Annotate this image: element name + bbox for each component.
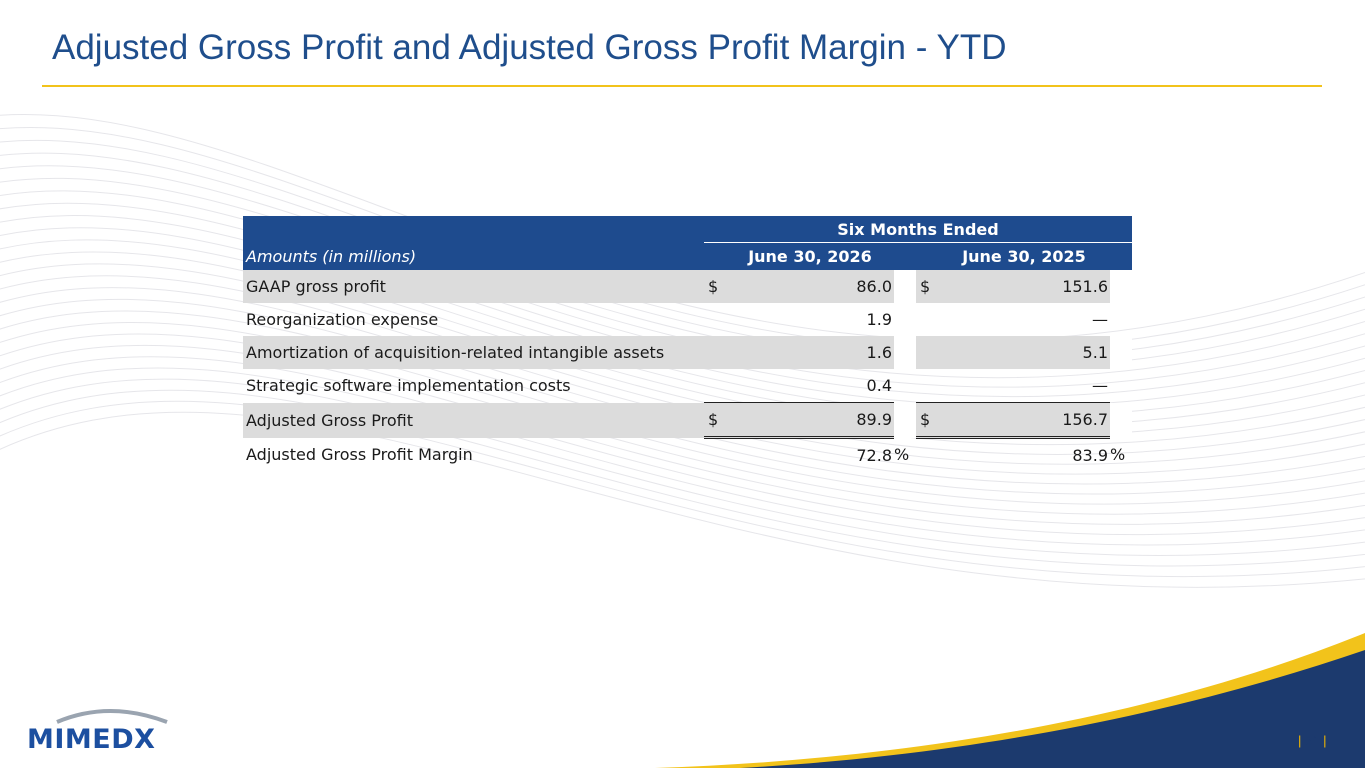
percent-sign (894, 402, 916, 438)
currency-symbol: $ (916, 270, 938, 303)
percent-sign: % (894, 445, 910, 465)
page-number-divider: | (1323, 733, 1327, 748)
company-logo: MIMEDX (27, 706, 187, 756)
logo-text: MIMEDX (27, 724, 156, 755)
value-2025: 5.1 (938, 336, 1110, 369)
value-2026: 89.9 (728, 402, 894, 439)
value-2026: 1.6 (728, 336, 894, 369)
background-wave-line (0, 411, 1365, 588)
value-2025: 156.7 (938, 402, 1110, 439)
table-header-row: Amounts (in millions) June 30, 2026 June… (243, 242, 1132, 270)
row-label: Amortization of acquisition-related inta… (243, 336, 704, 369)
row-label: Reorganization expense (246, 310, 439, 329)
background-wave-line (0, 177, 1365, 388)
percent-sign (1110, 402, 1132, 438)
column-header-2025: June 30, 2025 (916, 242, 1132, 270)
currency-symbol: $ (916, 402, 938, 439)
percent-sign (894, 336, 916, 369)
background-wave-line (0, 298, 1365, 485)
value-2026: 86.0 (728, 270, 894, 303)
row-label: GAAP gross profit (243, 270, 704, 303)
background-wave-line (0, 190, 1365, 397)
value-2025: — (1092, 310, 1108, 329)
page-number-divider: | (1298, 733, 1302, 748)
label-column-header: Amounts (in millions) (243, 242, 704, 270)
currency-symbol: $ (704, 270, 728, 303)
table-row: Adjusted Gross Profit $ 89.9 $ 156.7 (243, 402, 1132, 439)
column-group-header: Six Months Ended (704, 216, 1132, 243)
table-row: GAAP gross profit $ 86.0 $ 151.6 (243, 270, 1132, 303)
percent-sign (1110, 270, 1132, 303)
logo-arc-icon (56, 709, 168, 724)
table-row: Strategic software implementation costs … (243, 369, 1132, 403)
percent-sign (1110, 336, 1132, 369)
currency-symbol (916, 336, 938, 369)
value-2025: 83.9 (1072, 446, 1108, 465)
value-2025: — (1092, 376, 1108, 395)
row-label: Adjusted Gross Profit (243, 402, 704, 438)
background-wave-line (0, 389, 1365, 567)
currency-symbol: $ (704, 402, 728, 439)
row-label: Adjusted Gross Profit Margin (246, 445, 473, 465)
page-title: Adjusted Gross Profit and Adjusted Gross… (52, 28, 1007, 67)
table-row: Reorganization expense 1.9 — (243, 303, 1132, 336)
table-row: Amortization of acquisition-related inta… (243, 336, 1132, 369)
page-number: | 31 | (1298, 733, 1327, 748)
background-wave-line (0, 287, 1365, 475)
background-wave-line (0, 310, 1365, 495)
currency-symbol (704, 336, 728, 369)
value-2026: 0.4 (866, 376, 892, 395)
background-wave-line (0, 275, 1365, 465)
percent-sign: % (1110, 445, 1126, 465)
value-2026: 1.9 (866, 310, 892, 329)
table-row: Adjusted Gross Profit Margin 72.8 % 83.9… (243, 438, 1132, 473)
row-label: Strategic software implementation costs (246, 376, 571, 396)
table-header-row-group: Six Months Ended (243, 216, 1132, 243)
percent-sign (894, 270, 916, 303)
page-number-value: 31 (1305, 733, 1320, 748)
background-wave-line (0, 378, 1365, 556)
column-header-2026: June 30, 2026 (704, 242, 916, 270)
value-2026: 72.8 (856, 446, 892, 465)
background-wave-line (0, 400, 1365, 577)
background-wave-line (0, 367, 1365, 546)
financial-table: Six Months Ended Amounts (in millions) J… (243, 216, 1132, 472)
value-2025: 151.6 (938, 270, 1110, 303)
title-divider (42, 85, 1322, 87)
